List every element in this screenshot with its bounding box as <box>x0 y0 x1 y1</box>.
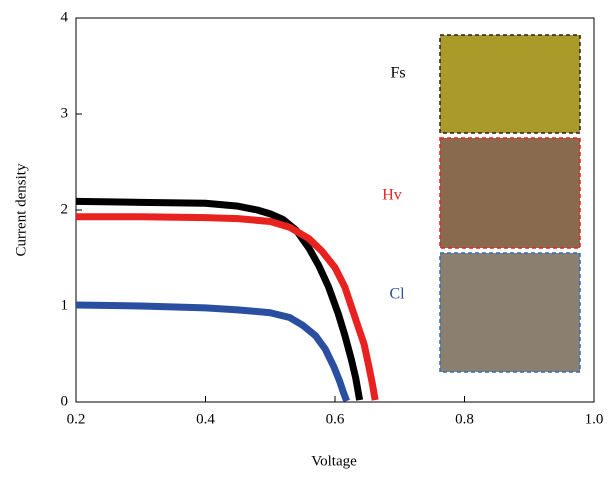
photo-hv <box>439 137 581 249</box>
y-tick-label: 4 <box>61 9 69 25</box>
photo-cl <box>439 252 581 373</box>
series-line <box>76 213 379 401</box>
x-axis-label: Voltage <box>311 453 357 469</box>
y-tick-label: 1 <box>61 297 69 313</box>
x-tick-label: 0.2 <box>67 411 86 427</box>
series-line <box>75 301 350 403</box>
x-tick-label: 0.4 <box>196 411 215 427</box>
x-tick-label: 0.6 <box>326 411 345 427</box>
y-tick-label: 2 <box>61 201 69 217</box>
y-tick-label: 3 <box>61 105 69 121</box>
legend-label: Hv <box>382 187 402 204</box>
x-tick-label: 1.0 <box>585 411 604 427</box>
series-line <box>75 197 364 401</box>
photo-fs <box>439 34 581 134</box>
x-tick-label: 0.8 <box>455 411 474 427</box>
y-tick-label: 0 <box>61 393 69 409</box>
legend-label: Fs <box>390 65 405 82</box>
legend-label: Cl <box>389 286 405 303</box>
y-axis-label: Current density <box>13 163 29 256</box>
